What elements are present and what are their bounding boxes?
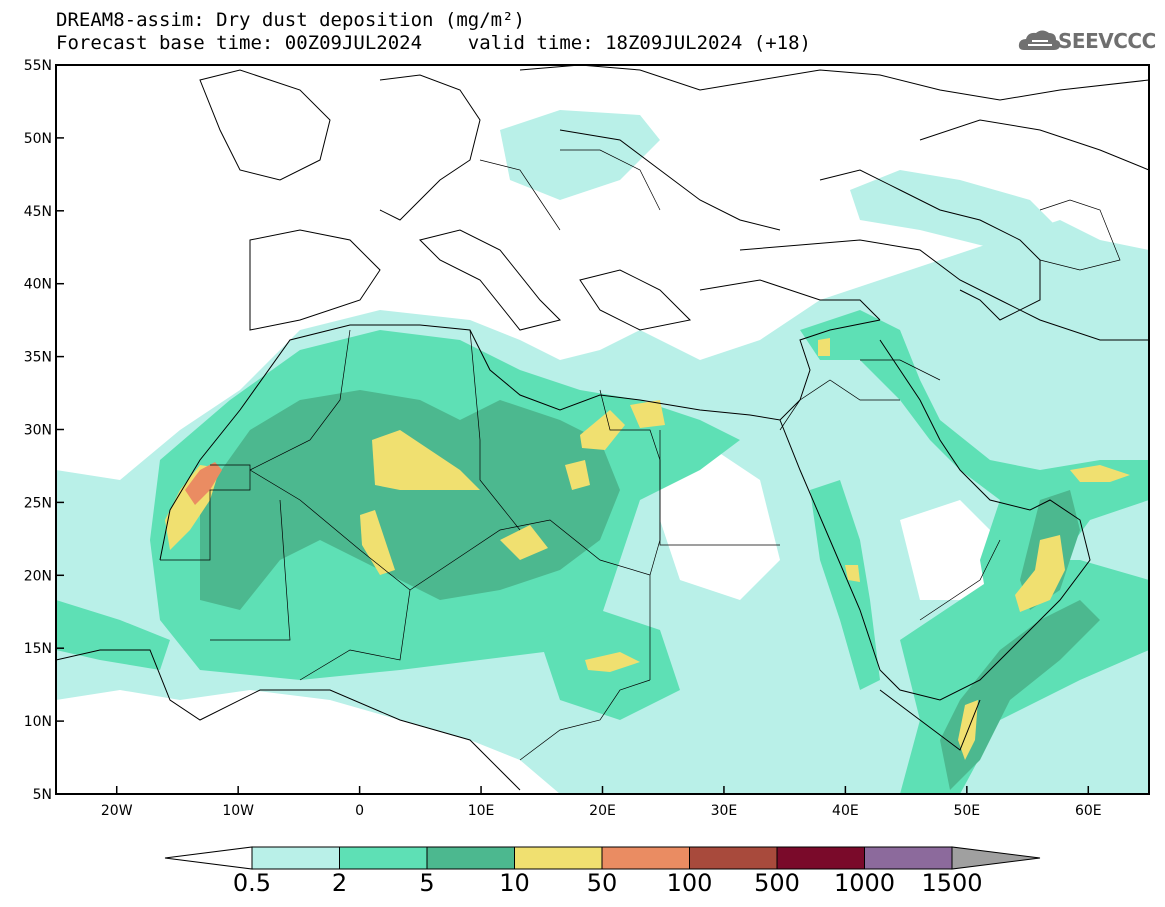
shade-level-4 [565,460,590,490]
colorbar: 0.5 2 5 10 50 100 500 1000 1500 [164,846,1041,897]
shade-level-4 [845,565,860,582]
lat-tick-label: 30N [24,423,52,439]
shade-level-5 [185,462,222,505]
lat-tick-label: 15N [24,641,52,657]
shade-none [900,500,1000,600]
colorbar-label: 1500 [921,869,982,897]
lat-tick-label: 55N [24,58,52,74]
dust-shading [56,110,1149,794]
lat-tick-label: 50N [24,131,52,147]
lat-tick-label: 45N [24,204,52,220]
lon-tick-label: 40E [832,803,859,819]
colorbar-swatch [251,846,340,870]
cloud-icon [1018,30,1061,50]
shade-none [660,440,780,600]
colorbar-swatch [426,846,515,870]
shade-level-4 [500,525,548,560]
lon-tick-label: 10E [468,803,495,819]
colorbar-label: 50 [587,869,618,897]
lon-tick-label: 10W [222,803,254,819]
shade-level-4 [360,510,395,575]
shade-level-4 [818,338,830,356]
country-borders [160,149,1121,761]
shade-level-4 [1015,535,1065,612]
shade-level-4 [1070,465,1130,482]
colorbar-swatch [864,846,953,870]
shade-level-4 [580,410,625,450]
colorbar-label: 2 [332,869,347,897]
lon-tick-label: 50E [953,803,980,819]
colorbar-under-arrow [164,846,253,870]
colorbar-over-arrow [951,846,1041,870]
lat-tick-label: 35N [24,350,52,366]
lat-tick-label: 40N [24,277,52,293]
coastlines [56,65,1149,791]
seevccc-logo: SEEVCCC [1058,29,1156,53]
forecast-times: Forecast base time: 00Z09JUL2024 valid t… [56,32,811,54]
colorbar-label: 5 [419,869,434,897]
colorbar-label: 1000 [834,869,895,897]
shade-level-3 [940,600,1100,790]
lon-tick-label: 30E [711,803,738,819]
shade-level-4 [630,400,665,428]
longitude-axis: 20W 10W 0 10E 20E 30E 40E 50E 60E [101,786,1102,819]
colorbar-swatch [689,846,778,870]
colorbar-swatch [514,846,603,870]
shade-level-1 [500,110,660,200]
lat-tick-label: 25N [24,495,52,511]
lon-tick-label: 20E [589,803,616,819]
lon-tick-label: 0 [355,803,364,819]
shade-level-2 [810,480,880,690]
colorbar-label: 100 [667,869,713,897]
shade-none [56,690,560,794]
shade-level-4 [585,652,640,672]
colorbar-swatch [339,846,428,870]
lat-tick-label: 20N [24,568,52,584]
colorbar-swatch [601,846,690,870]
shade-level-2 [56,600,170,670]
shade-level-4 [372,430,480,490]
lon-tick-label: 20W [101,803,133,819]
lon-tick-label: 60E [1075,803,1102,819]
colorbar-label: 0.5 [233,869,271,897]
latitude-axis: 5N 10N 15N 20N 25N 30N 35N 40N 45N 50N 55N [24,58,64,803]
shade-level-1 [850,170,1060,250]
lat-tick-label: 5N [33,787,52,803]
map-title: DREAM8-assim: Dry dust deposition (mg/m²… [56,9,525,31]
colorbar-label: 500 [754,869,800,897]
colorbar-swatch [776,846,865,870]
lat-tick-label: 10N [24,714,52,730]
colorbar-label: 10 [499,869,530,897]
